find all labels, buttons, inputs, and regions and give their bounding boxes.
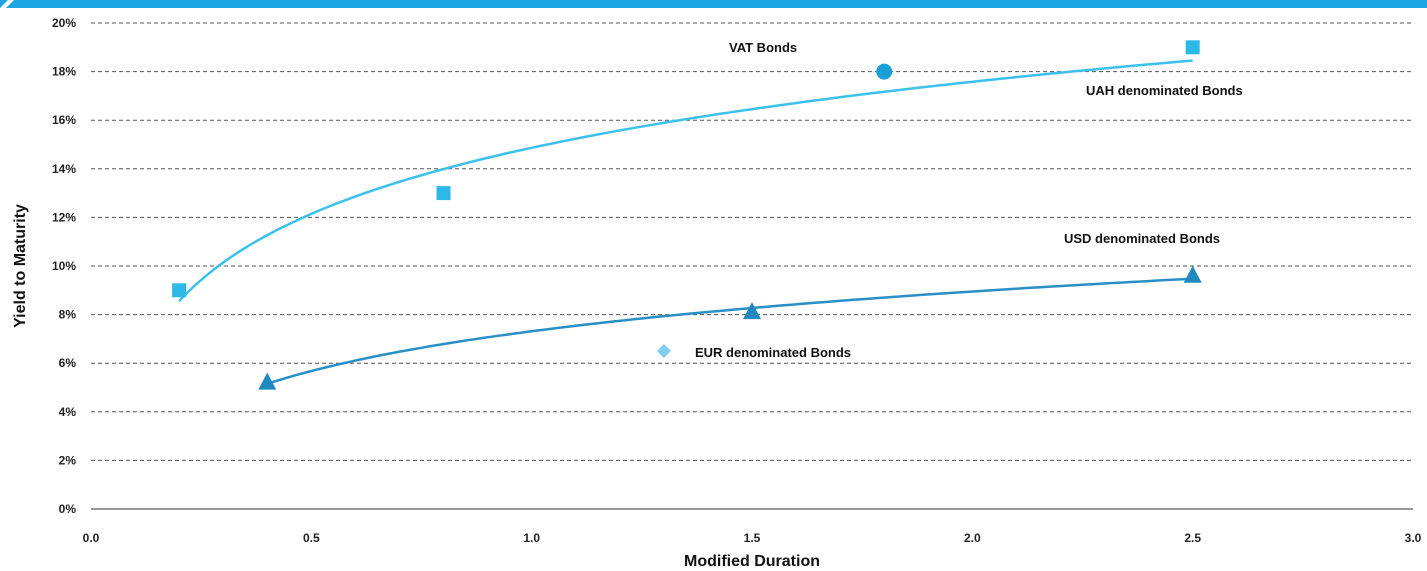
y-tick-label: 6% [59, 356, 77, 370]
x-tick-label: 3.0 [1405, 531, 1422, 545]
trend-line-2 [266, 277, 1193, 385]
y-tick-labels: 0% 2% 4% 6% 8% 10% 12% 14% 16% 18% 20% [52, 16, 76, 516]
marker-triangle [743, 302, 761, 320]
marker-circle [876, 63, 893, 80]
marker-diamond [656, 344, 671, 359]
data-markers [172, 40, 1202, 390]
y-tick-label: 2% [59, 453, 77, 467]
marker-square [1185, 40, 1200, 55]
series-label-uah: UAH denominated Bonds [1086, 83, 1243, 98]
top-accent-band [0, 0, 1427, 8]
y-tick-label: 8% [59, 308, 77, 322]
y-axis-title: Yield to Maturity [12, 204, 29, 328]
y-tick-label: 16% [52, 113, 76, 127]
y-tick-label: 18% [52, 65, 76, 79]
accent-band-fill [0, 0, 1427, 8]
series-label-usd: USD denominated Bonds [1064, 231, 1220, 246]
marker-square [436, 186, 451, 201]
y-tick-label: 14% [52, 162, 76, 176]
y-tick-label: 4% [59, 405, 77, 419]
marker-triangle [258, 372, 277, 390]
y-tick-label: 0% [59, 502, 77, 516]
y-tick-label: 10% [52, 259, 76, 273]
series-labels: VAT Bonds UAH denominated Bonds USD deno… [695, 40, 1243, 360]
series-label-eur: EUR denominated Bonds [695, 345, 851, 360]
x-tick-label: 0.0 [83, 531, 100, 545]
accent-band-slash [0, 0, 14, 8]
marker-triangle [1183, 265, 1202, 283]
x-tick-labels: 0.0 0.5 1.0 1.5 2.0 2.5 3.0 [83, 531, 1422, 545]
series-label-vat: VAT Bonds [729, 40, 797, 55]
marker-square [172, 283, 187, 298]
x-tick-label: 2.0 [964, 531, 981, 545]
y-tick-label: 12% [52, 210, 76, 224]
x-tick-label: 0.5 [303, 531, 320, 545]
trend-line-0 [178, 59, 1193, 302]
y-tick-label: 20% [52, 16, 76, 30]
x-tick-label: 2.5 [1184, 531, 1201, 545]
x-tick-label: 1.5 [744, 531, 761, 545]
trend-lines [178, 59, 1193, 385]
x-tick-label: 1.0 [523, 531, 540, 545]
x-axis-title: Modified Duration [684, 553, 820, 570]
